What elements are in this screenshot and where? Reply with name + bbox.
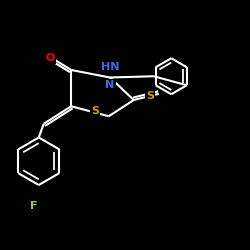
Text: N: N [106,80,114,90]
Text: O: O [45,53,55,63]
Text: F: F [30,201,38,211]
Text: S: S [146,91,154,101]
Text: HN: HN [101,62,119,72]
Text: S: S [91,106,99,116]
